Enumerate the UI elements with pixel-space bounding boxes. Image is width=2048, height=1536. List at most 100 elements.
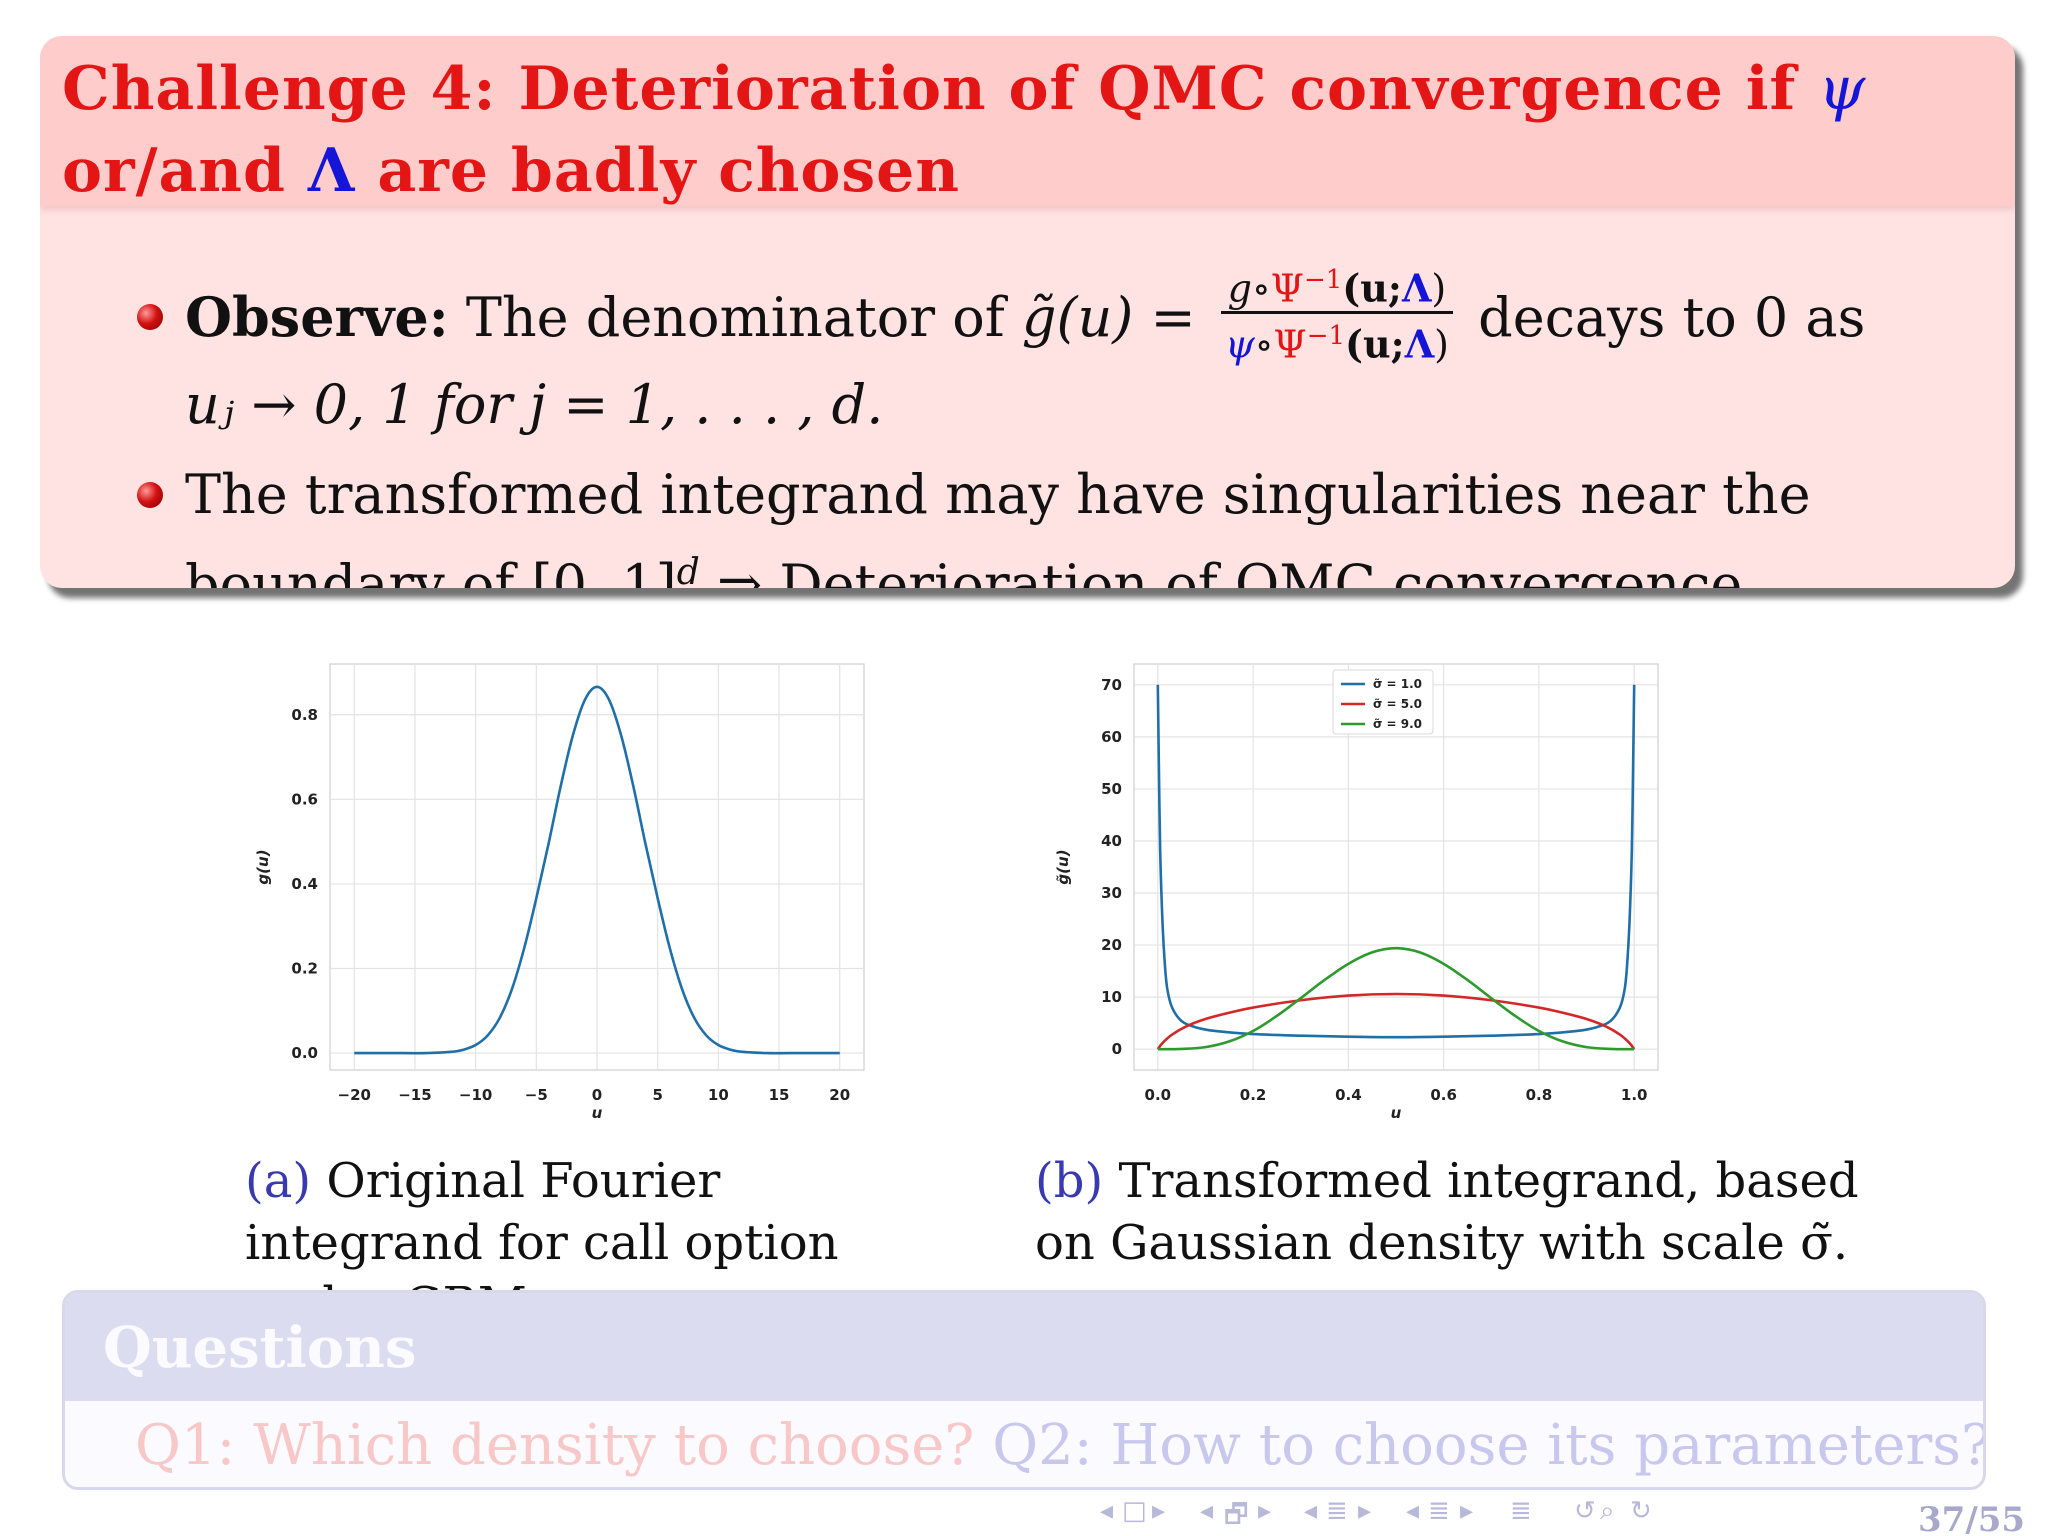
bullet-2-superscript: d [676, 552, 700, 588]
bullet-2-line-2-after: ⇒ Deterioration of QMC convergence. [699, 553, 1760, 588]
y-tick-label: 70 [1101, 676, 1122, 694]
figure-b-caption: (b) Transformed integrand, based on Gaus… [1035, 1150, 1875, 1274]
bullet-2-line-1: The transformed integrand may have singu… [185, 463, 1811, 526]
nav-prev-doc-icon[interactable]: ◂ [1406, 1496, 1420, 1526]
bullet-ball-icon [137, 482, 163, 508]
title-psi-symbol: ψ [1818, 54, 1867, 124]
x-tick-label: −10 [459, 1086, 492, 1104]
nav-next-frame-icon[interactable]: ▸ [1152, 1496, 1166, 1526]
title-lambda-symbol: Λ [307, 136, 356, 206]
x-tick-label: 0.4 [1335, 1086, 1362, 1104]
bullet-2-line-2-before: boundary of [0, 1] [185, 553, 677, 588]
questions-body: Q1: Which density to choose? Q2: How to … [135, 1411, 1986, 1481]
y-axis-title: g(u) [254, 849, 272, 884]
x-tick-label: 1.0 [1621, 1086, 1648, 1104]
num-args-close: ) [1431, 266, 1447, 311]
y-tick-label: 0.2 [291, 960, 318, 978]
y-tick-label: 40 [1101, 832, 1122, 850]
challenge-title: Challenge 4: Deterioration of QMC conver… [62, 48, 1962, 212]
title-part-2: or/and [62, 136, 308, 206]
beamer-navigation: ◂ □ ▸ ◂ 🗗 ▸ ◂ ≣ ▸ ◂ ≣ ▸ ≣ ↺ ⌕ ↻ [1100, 1496, 1980, 1536]
y-axis-title: g̃(u) [1054, 849, 1072, 884]
nav-back-icon[interactable]: ↺ [1574, 1496, 1596, 1526]
num-lambda: Λ [1401, 265, 1432, 311]
equals-sign: = [1133, 286, 1213, 350]
x-tick-label: 0 [592, 1086, 602, 1104]
nav-prev-subsection-icon[interactable]: ◂ [1200, 1496, 1214, 1526]
figure-b-chart: 0.0 0.2 0.4 0.6 0.8 1.0 0 10 20 30 40 50 60 70 u g̃(u) σ… [1054, 663, 1659, 1122]
nav-next-subsection-icon[interactable]: ▸ [1258, 1496, 1272, 1526]
den-inverse: −1 [1306, 320, 1346, 351]
x-axis-title: u [1391, 1104, 1402, 1122]
nav-forward-icon[interactable]: ↻ [1630, 1496, 1652, 1526]
legend-label: σ̃ = 5.0 [1373, 697, 1422, 711]
figure-a-tag: (a) [245, 1153, 312, 1209]
x-tick-label: −20 [338, 1086, 371, 1104]
x-tick-label: 20 [829, 1086, 850, 1104]
series-line-2 [1156, 992, 1636, 1050]
bullet-lead: Observe: [185, 285, 449, 350]
legend-box [1332, 669, 1434, 735]
nav-frame-icon[interactable]: □ [1122, 1496, 1147, 1526]
bullet-text-before: The denominator of [448, 286, 1022, 350]
figure-b-caption-text: Transformed integrand, based on Gaussian… [1035, 1153, 1859, 1271]
gtilde-expression: g̃(u) [1021, 286, 1134, 350]
y-tick-label: 30 [1101, 884, 1122, 902]
den-circ: ∘ [1254, 322, 1274, 367]
y-tick-label: 0.0 [291, 1044, 318, 1062]
questions-title: Questions [103, 1315, 417, 1381]
question-1: Q1: Which density to choose? [135, 1413, 975, 1478]
den-lambda: Λ [1404, 321, 1435, 367]
fraction-numerator: g∘Ψ−1(u;Λ) [1220, 258, 1453, 314]
nav-toc-icon[interactable]: ≣ [1510, 1496, 1532, 1526]
fraction: g∘Ψ−1(u;Λ) ψ∘Ψ−1(u;Λ) [1220, 258, 1453, 367]
bullet-observe: Observe: The denominator of g̃(u) = g∘Ψ−… [137, 265, 1985, 444]
series-line-1 [1156, 684, 1636, 1039]
bullet-text-after: decays to 0 as [1461, 286, 1866, 350]
x-tick-label: 0.6 [1430, 1086, 1457, 1104]
den-psi: Ψ [1273, 322, 1307, 367]
num-g: g∘ [1227, 266, 1271, 311]
bullet-singularities: The transformed integrand may have singu… [137, 456, 1985, 588]
series-line-1 [354, 685, 840, 1055]
nav-next-doc-icon[interactable]: ▸ [1460, 1496, 1474, 1526]
x-tick-label: −5 [525, 1086, 548, 1104]
y-tick-label: 0 [1112, 1040, 1122, 1058]
x-tick-label: 0.0 [1145, 1086, 1172, 1104]
questions-block: Questions Q1: Which density to choose? Q… [62, 1290, 1986, 1490]
x-axis-title: u [592, 1104, 603, 1122]
nav-prev-section-icon[interactable]: ◂ [1304, 1496, 1318, 1526]
x-tick-label: 0.8 [1526, 1086, 1553, 1104]
y-tick-label: 0.8 [291, 706, 318, 724]
nav-next-section-icon[interactable]: ▸ [1358, 1496, 1372, 1526]
nav-search-icon[interactable]: ⌕ [1600, 1496, 1615, 1526]
nav-subsection-icon[interactable]: 🗗 [1224, 1500, 1249, 1530]
x-tick-label: 15 [769, 1086, 790, 1104]
y-tick-label: 10 [1101, 988, 1122, 1006]
y-tick-label: 20 [1101, 936, 1122, 954]
series-line-3 [1157, 946, 1635, 1051]
page-counter: 37/55 [1918, 1500, 2026, 1536]
y-tick-label: 60 [1101, 728, 1122, 746]
fraction-denominator: ψ∘Ψ−1(u;Λ) [1221, 314, 1453, 367]
x-tick-label: 10 [708, 1086, 729, 1104]
num-psi: Ψ [1270, 266, 1304, 311]
question-2: Q2: How to choose its parameters? [974, 1413, 1986, 1478]
x-tick-label: −15 [398, 1086, 431, 1104]
figure-a-chart: −20 −15 −10 −5 0 5 10 15 20 0.0 0.2 0.4 0.6 0.8 u g(u) [254, 663, 865, 1122]
den-args-open: (u; [1345, 321, 1405, 367]
y-tick-label: 50 [1101, 780, 1122, 798]
den-args-close: ) [1434, 322, 1449, 367]
den-psi-small: ψ [1224, 322, 1255, 367]
figure-b-tag: (b) [1035, 1153, 1104, 1209]
questions-title-bar: Questions [65, 1293, 1983, 1401]
nav-prev-frame-icon[interactable]: ◂ [1100, 1496, 1114, 1526]
num-args-open: (u; [1342, 265, 1402, 311]
bullet-ball-icon [137, 304, 163, 330]
nav-section-icon[interactable]: ≣ [1326, 1496, 1348, 1526]
nav-doc-icon[interactable]: ≣ [1428, 1496, 1450, 1526]
y-tick-label: 0.4 [291, 875, 318, 893]
title-part-1: Challenge 4: Deterioration of QMC conver… [62, 54, 1819, 124]
challenge-block: Challenge 4: Deterioration of QMC conver… [40, 36, 2015, 588]
title-part-3: are badly chosen [355, 136, 960, 206]
